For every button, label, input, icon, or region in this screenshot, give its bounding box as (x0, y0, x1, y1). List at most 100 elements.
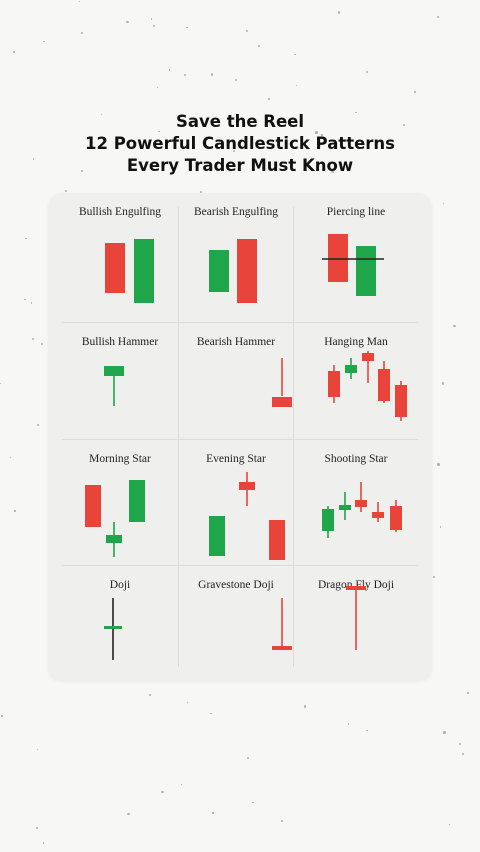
speck (156, 86, 159, 88)
speck (467, 692, 469, 694)
speck (32, 158, 34, 160)
speck (24, 299, 26, 301)
pattern-cell: Evening Star (179, 440, 293, 565)
piercing-line-icon (322, 234, 384, 296)
speck (437, 463, 440, 466)
speck (296, 84, 298, 86)
speck (355, 112, 357, 114)
speck (232, 149, 235, 152)
pattern-label: Bearish Hammer (196, 336, 276, 348)
speck (268, 98, 270, 100)
grid-divider (62, 439, 418, 440)
speck (157, 130, 160, 133)
speck (200, 191, 203, 193)
speck (186, 702, 188, 704)
pattern-label: Bullish Engulfing (78, 206, 162, 218)
speck (331, 171, 334, 174)
speck (65, 190, 68, 193)
speck (183, 74, 186, 76)
bullish-hammer-icon (104, 366, 124, 406)
pattern-cell: Hanging Man (294, 323, 418, 439)
speck (459, 743, 462, 746)
bullish-engulfing-icon (105, 239, 154, 303)
speck (0, 382, 2, 385)
speck (453, 324, 456, 328)
pattern-cell: Doji (62, 566, 178, 681)
candle-body (395, 385, 407, 417)
candle-body (209, 250, 229, 292)
speck (30, 302, 33, 305)
dragonfly-doji-icon (346, 586, 366, 650)
evening-star-icon (209, 472, 285, 560)
speck (403, 123, 406, 127)
pattern-label: Evening Star (206, 453, 266, 465)
speck (186, 27, 188, 29)
speck (126, 20, 129, 24)
speck (433, 576, 436, 579)
speck (338, 11, 341, 14)
candle-body (272, 646, 292, 650)
speck (1, 715, 3, 717)
speck (127, 812, 130, 816)
candle-body (129, 480, 145, 522)
speck (161, 790, 164, 793)
pattern-label: Bearish Engulfing (194, 206, 278, 218)
candle-body (356, 246, 376, 296)
pattern-cell: Shooting Star (294, 440, 418, 565)
speck (246, 757, 249, 759)
speck (42, 841, 45, 844)
speck (13, 51, 15, 53)
candle-body (322, 509, 334, 531)
bearish-hammer-icon (272, 358, 292, 407)
speck (43, 40, 45, 43)
speck (134, 144, 137, 147)
pattern-cell: Bearish Hammer (179, 323, 293, 439)
pattern-label: Shooting Star (324, 453, 388, 465)
speck (36, 748, 39, 751)
pattern-label: Bullish Hammer (81, 336, 159, 348)
speck (348, 723, 350, 725)
speck (80, 170, 83, 173)
candle-body (269, 520, 285, 560)
candle-body (346, 586, 366, 590)
pattern-cell: Bullish Engulfing (62, 193, 178, 322)
speck (41, 342, 44, 345)
candle-body (362, 353, 374, 361)
pattern-label: Doji (109, 579, 131, 591)
speck (436, 16, 439, 19)
candle-body (105, 243, 125, 293)
speck (80, 31, 83, 35)
speck (413, 91, 416, 93)
speck (281, 820, 284, 823)
pattern-cell: Dragon Fly Doji (294, 566, 418, 681)
speck (252, 801, 255, 804)
candle-body (237, 239, 257, 303)
speck (36, 826, 38, 829)
speck (149, 694, 151, 697)
speck (212, 812, 214, 814)
candle-body (272, 397, 292, 407)
speck (321, 134, 323, 136)
doji-icon (104, 598, 122, 660)
pattern-cell: Morning Star (62, 440, 178, 565)
candle-body (85, 485, 101, 527)
candle-body (372, 512, 384, 518)
candle-body (339, 505, 351, 510)
gravestone-doji-icon (272, 598, 292, 650)
patterns-card: Bullish Engulfing Bearish Engulfing Pierci… (48, 193, 432, 681)
title-line-3: Every Trader Must Know (126, 156, 354, 175)
speck (462, 753, 464, 755)
grid-divider (62, 565, 418, 566)
speck (14, 510, 16, 512)
hanging-man-icon (328, 351, 407, 421)
speck (168, 69, 170, 71)
speck (180, 784, 182, 786)
speck (258, 44, 261, 47)
speck (245, 29, 249, 33)
pattern-cell: Gravestone Doji (179, 566, 293, 681)
pattern-cell: Piercing line (294, 193, 418, 322)
pattern-label: Dragon Fly Doji (317, 579, 395, 591)
speck (442, 202, 444, 204)
title-line-2: 12 Powerful Candlestick Patterns (85, 134, 395, 153)
speck (303, 705, 307, 708)
